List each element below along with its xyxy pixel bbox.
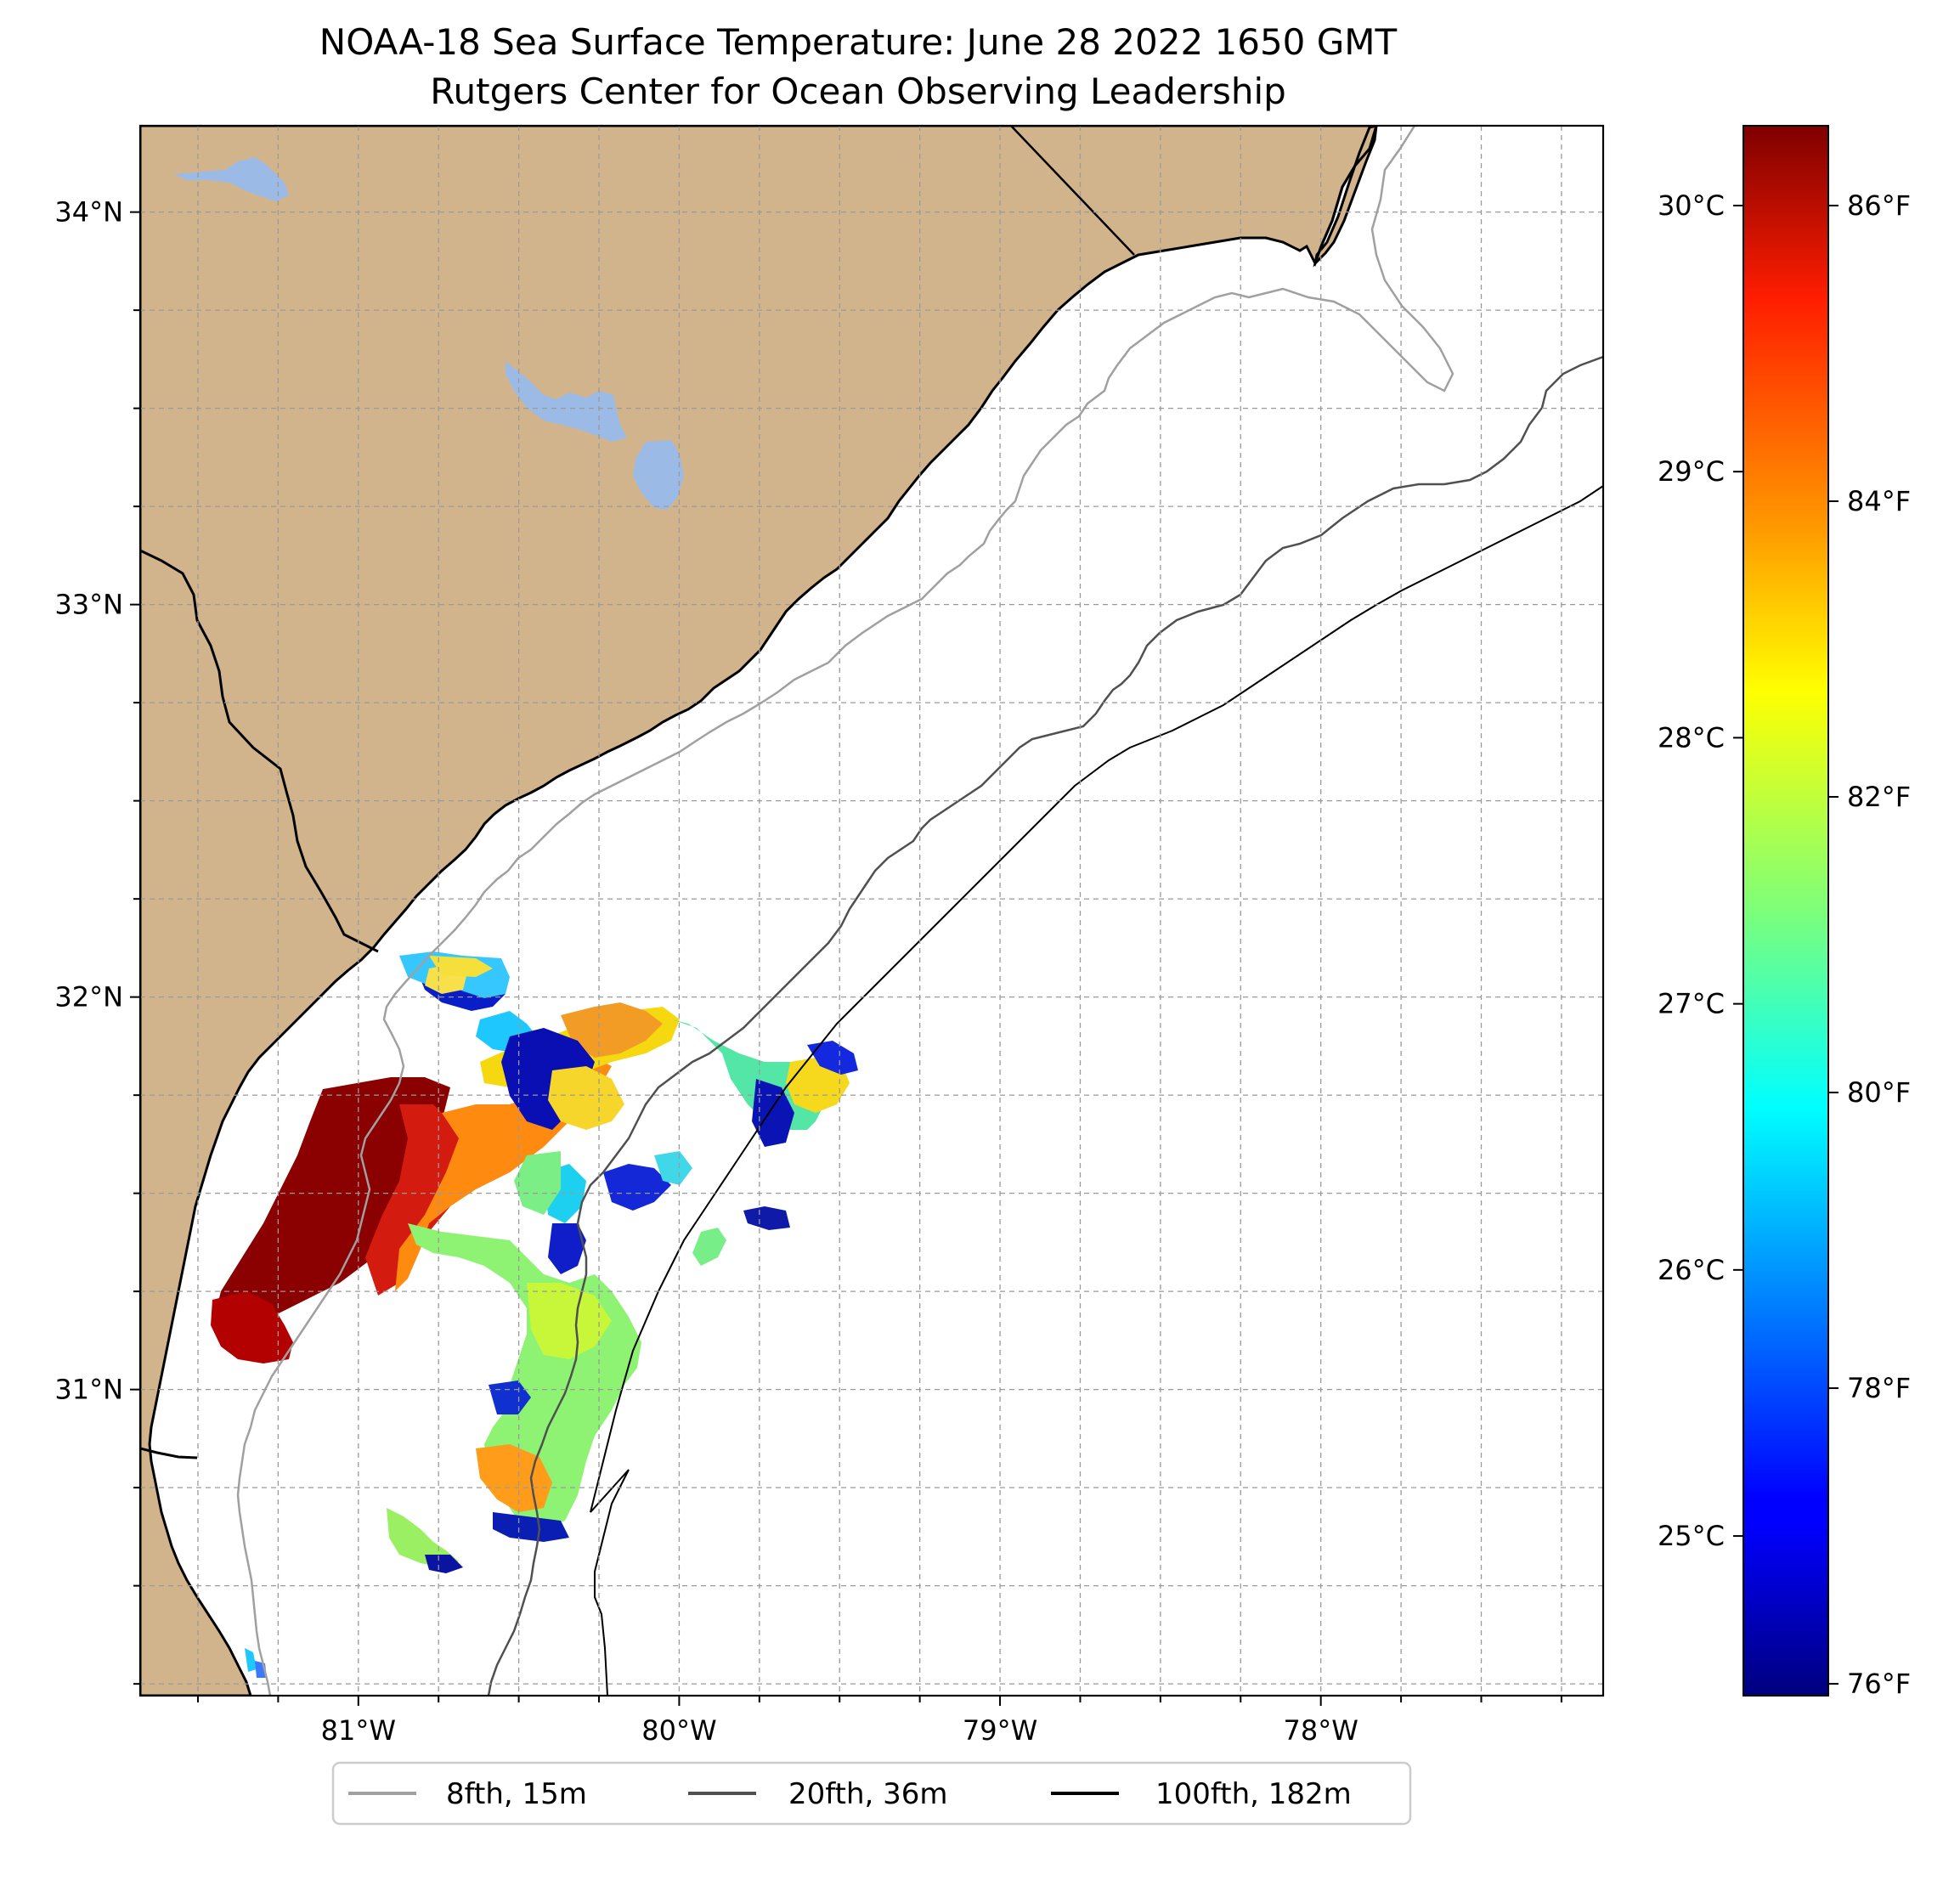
colorbar-celsius-label: 26°C (1658, 1254, 1725, 1286)
sst-patch-warm-core (212, 1077, 450, 1342)
map-frame (138, 124, 1605, 1697)
sst-patch-east-blue (752, 1079, 794, 1147)
colorbar-fahrenheit-label: 86°F (1847, 189, 1911, 222)
sst-patch-orange-north (561, 1002, 663, 1058)
sst-patch-center-cyan (654, 1151, 692, 1185)
colorbar-celsius-axis: 30°C 29°C 28°C 27°C 26°C 25°C (1658, 189, 1743, 1552)
colorbar-fahrenheit-label: 76°F (1847, 1668, 1911, 1700)
legend-box (331, 1761, 1412, 1826)
sst-patch-lime-midswath (527, 1283, 612, 1359)
colorbar-fahrenheit-label: 78°F (1847, 1372, 1911, 1404)
longitude-label: 78°W (1284, 1714, 1358, 1747)
colorbar-celsius-label: 25°C (1658, 1520, 1725, 1552)
sst-patch-east-edge-blue (807, 1041, 858, 1075)
sst-patch-east-green (671, 1019, 833, 1130)
latitude-label: 34°N (54, 196, 123, 229)
sst-patch-yellow-central (548, 1066, 624, 1130)
coastline (1313, 126, 1378, 264)
sst-patch-shore-cyan-south (245, 1648, 257, 1672)
gridlines (140, 126, 1603, 1696)
colorbar-fahrenheit-axis: 86°F 84°F 82°F 80°F 78°F 76°F (1828, 189, 1911, 1700)
sst-patch-small-green-east (692, 1228, 726, 1266)
title-line-1: NOAA-18 Sea Surface Temperature: June 28… (319, 21, 1398, 63)
sst-patch-small-far-south (387, 1508, 459, 1567)
sst-patch-small-far-south-blue (425, 1555, 463, 1573)
legend-label-8fth: 8fth, 15m (446, 1777, 587, 1811)
axis-ticks (130, 211, 1562, 1706)
sst-patch-green-left (514, 1151, 561, 1215)
colorbar-celsius-label: 30°C (1658, 189, 1725, 222)
longitude-label: 81°W (321, 1714, 396, 1747)
lake-small (174, 157, 289, 201)
state-border-line (1010, 126, 1135, 256)
land-mass (140, 126, 1378, 1696)
latitude-label: 31°N (54, 1374, 123, 1406)
longitude-label: 80°W (641, 1714, 716, 1747)
colorbar-gradient (1743, 125, 1829, 1697)
sst-patch-northwest-yellow (429, 956, 493, 977)
colorbar-celsius-label: 27°C (1658, 988, 1725, 1020)
sst-patch-blue-south-edge (493, 1512, 569, 1542)
legend-label-100fth: 100fth, 182m (1155, 1777, 1352, 1811)
colorbar-celsius-label: 29°C (1658, 455, 1725, 488)
sst-patch-small-blue-east (743, 1206, 790, 1230)
lake-moultrie (633, 440, 684, 510)
colorbar-fahrenheit-label: 84°F (1847, 485, 1911, 517)
colorbar: 30°C 29°C 28°C 27°C 26°C 25°C 86°F 84°F 82°F 80°… (1658, 125, 1911, 1700)
legend: 8fth, 15m 20fth, 36m 100fth, 182m (331, 1761, 1412, 1826)
isobath-20fth (487, 355, 1603, 1696)
lake-marion (506, 361, 627, 442)
longitude-labels: 81°W 80°W 79°W 78°W (321, 1714, 1358, 1747)
latitude-labels: 34°N 33°N 32°N 31°N (54, 196, 123, 1406)
latitude-label: 32°N (54, 981, 123, 1013)
latitude-label: 33°N (54, 589, 123, 621)
state-border-south (140, 1447, 198, 1459)
colorbar-fahrenheit-label: 82°F (1847, 781, 1911, 813)
legend-label-20fth: 20fth, 36m (788, 1777, 948, 1811)
sst-swath (211, 951, 858, 1678)
sst-patch-blue-midswath (548, 1223, 586, 1274)
isobath-100fth (590, 485, 1603, 1696)
sst-patch-red (365, 1104, 467, 1296)
state-border-inland (140, 549, 379, 953)
colorbar-fahrenheit-label: 80°F (1847, 1076, 1911, 1109)
isobath-8fth (236, 126, 1454, 1696)
colorbar-celsius-label: 28°C (1658, 721, 1725, 754)
sst-patch-center-blue (603, 1164, 671, 1211)
sst-patch-south-warm (211, 1291, 293, 1363)
longitude-label: 79°W (963, 1714, 1037, 1747)
map-panel (140, 126, 1603, 1696)
title-line-2: Rutgers Center for Ocean Observing Leade… (430, 71, 1286, 112)
